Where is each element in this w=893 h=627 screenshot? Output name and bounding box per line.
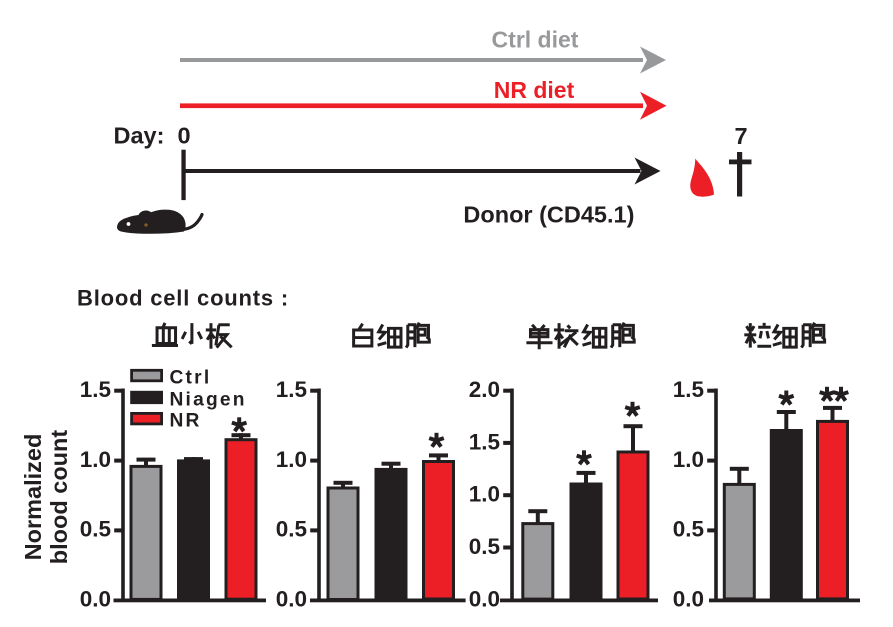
- svg-text:Blood cell counts :: Blood cell counts :: [77, 286, 289, 311]
- svg-text:0.0: 0.0: [469, 587, 500, 612]
- svg-text:1.5: 1.5: [469, 429, 500, 454]
- svg-text:0.5: 0.5: [80, 517, 111, 542]
- svg-text:1.0: 1.0: [80, 447, 111, 472]
- svg-text:Normalized: Normalized: [20, 434, 46, 561]
- svg-text:blood count: blood count: [46, 430, 72, 565]
- svg-text:1.5: 1.5: [673, 377, 704, 402]
- svg-text:1.0: 1.0: [469, 482, 500, 507]
- svg-text:1.0: 1.0: [673, 447, 704, 472]
- svg-text:Donor (CD45.1): Donor (CD45.1): [463, 202, 634, 228]
- svg-text:0.0: 0.0: [80, 587, 111, 612]
- svg-text:1.0: 1.0: [276, 447, 307, 472]
- svg-text:0.5: 0.5: [673, 517, 704, 542]
- svg-text:1.5: 1.5: [80, 377, 111, 402]
- svg-text:1.5: 1.5: [276, 377, 307, 402]
- svg-text:Day:: Day:: [114, 123, 165, 149]
- svg-text:7: 7: [734, 123, 747, 149]
- svg-text:NR diet: NR diet: [494, 77, 575, 103]
- svg-text:0.0: 0.0: [276, 587, 307, 612]
- svg-text:2.0: 2.0: [469, 377, 500, 402]
- svg-text:Ctrl: Ctrl: [170, 367, 212, 388]
- svg-text:Niagen: Niagen: [170, 389, 247, 410]
- svg-text:0.5: 0.5: [276, 517, 307, 542]
- svg-text:0: 0: [177, 123, 190, 149]
- svg-text:0.5: 0.5: [469, 534, 500, 559]
- svg-text:0.0: 0.0: [673, 587, 704, 612]
- svg-text:NR: NR: [170, 411, 202, 432]
- svg-text:Ctrl diet: Ctrl diet: [492, 27, 579, 53]
